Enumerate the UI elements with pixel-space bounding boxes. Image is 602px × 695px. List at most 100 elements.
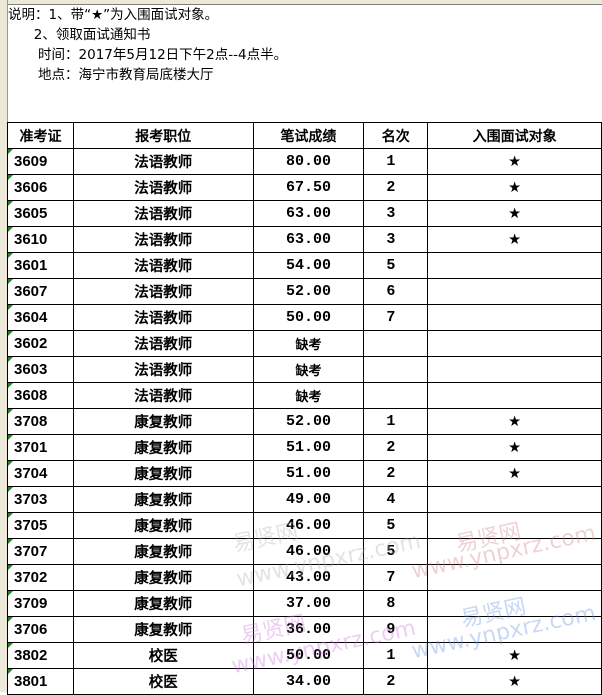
cell-position[interactable]: 法语教师 [72,174,254,201]
cell-score[interactable]: 缺考 [252,330,365,357]
star-icon[interactable]: ★ [427,668,602,695]
cell-interview[interactable] [427,356,602,383]
star-icon[interactable]: ★ [427,434,602,461]
star-icon[interactable]: ★ [427,642,602,669]
cell-id[interactable]: 3801 [7,668,74,695]
cell-id[interactable]: 3601 [7,252,74,279]
cell-position[interactable]: 康复教师 [72,616,254,643]
cell-rank[interactable]: 2 [363,174,429,201]
star-icon[interactable]: ★ [427,148,602,175]
header-score[interactable]: 笔试成绩 [252,122,365,149]
cell-rank[interactable] [363,330,429,357]
cell-id[interactable]: 3704 [7,460,74,487]
cell-position[interactable]: 康复教师 [72,408,254,435]
cell-interview[interactable] [427,252,602,279]
cell-id[interactable]: 3802 [7,642,74,669]
cell-position[interactable]: 康复教师 [72,486,254,513]
cell-position[interactable]: 法语教师 [72,304,254,331]
star-icon[interactable]: ★ [427,174,602,201]
cell-position[interactable]: 康复教师 [72,512,254,539]
cell-rank[interactable]: 9 [363,616,429,643]
cell-interview[interactable] [427,278,602,305]
cell-rank[interactable]: 8 [363,590,429,617]
cell-position[interactable]: 康复教师 [72,538,254,565]
cell-score[interactable]: 43.00 [252,564,365,591]
cell-interview[interactable] [427,382,602,409]
cell-position[interactable]: 校医 [72,642,254,669]
cell-score[interactable]: 36.00 [252,616,365,643]
header-position[interactable]: 报考职位 [72,122,254,149]
cell-rank[interactable]: 7 [363,304,429,331]
cell-rank[interactable]: 1 [363,642,429,669]
cell-id[interactable]: 3703 [7,486,74,513]
cell-position[interactable]: 法语教师 [72,252,254,279]
cell-score[interactable]: 63.00 [252,226,365,253]
cell-id[interactable]: 3706 [7,616,74,643]
cell-score[interactable]: 37.00 [252,590,365,617]
cell-score[interactable]: 34.00 [252,668,365,695]
cell-position[interactable]: 法语教师 [72,382,254,409]
cell-id[interactable]: 3604 [7,304,74,331]
cell-interview[interactable] [427,564,602,591]
cell-rank[interactable]: 2 [363,668,429,695]
cell-id[interactable]: 3607 [7,278,74,305]
cell-score[interactable]: 缺考 [252,382,365,409]
star-icon[interactable]: ★ [427,200,602,227]
cell-position[interactable]: 法语教师 [72,200,254,227]
cell-interview[interactable] [427,590,602,617]
cell-score[interactable]: 49.00 [252,486,365,513]
cell-score[interactable]: 46.00 [252,512,365,539]
cell-position[interactable]: 康复教师 [72,590,254,617]
cell-interview[interactable] [427,330,602,357]
cell-rank[interactable]: 5 [363,252,429,279]
cell-interview[interactable] [427,486,602,513]
cell-score[interactable]: 50.00 [252,304,365,331]
cell-rank[interactable]: 5 [363,512,429,539]
cell-position[interactable]: 法语教师 [72,226,254,253]
cell-rank[interactable]: 7 [363,564,429,591]
cell-score[interactable]: 67.50 [252,174,365,201]
header-id[interactable]: 准考证 [7,122,74,149]
cell-score[interactable]: 51.00 [252,460,365,487]
cell-score[interactable]: 缺考 [252,356,365,383]
cell-rank[interactable]: 2 [363,434,429,461]
cell-id[interactable]: 3602 [7,330,74,357]
cell-rank[interactable]: 5 [363,538,429,565]
cell-interview[interactable] [427,304,602,331]
cell-position[interactable]: 法语教师 [72,330,254,357]
cell-rank[interactable]: 3 [363,200,429,227]
cell-score[interactable]: 51.00 [252,434,365,461]
star-icon[interactable]: ★ [427,460,602,487]
cell-rank[interactable]: 2 [363,460,429,487]
cell-position[interactable]: 法语教师 [72,278,254,305]
cell-position[interactable]: 校医 [72,668,254,695]
cell-score[interactable]: 52.00 [252,278,365,305]
cell-id[interactable]: 3605 [7,200,74,227]
cell-id[interactable]: 3606 [7,174,74,201]
cell-position[interactable]: 康复教师 [72,564,254,591]
cell-position[interactable]: 康复教师 [72,434,254,461]
star-icon[interactable]: ★ [427,408,602,435]
cell-score[interactable]: 46.00 [252,538,365,565]
cell-id[interactable]: 3702 [7,564,74,591]
cell-id[interactable]: 3707 [7,538,74,565]
cell-id[interactable]: 3603 [7,356,74,383]
cell-score[interactable]: 63.00 [252,200,365,227]
cell-rank[interactable]: 3 [363,226,429,253]
cell-rank[interactable] [363,382,429,409]
cell-position[interactable]: 法语教师 [72,148,254,175]
cell-id[interactable]: 3708 [7,408,74,435]
cell-rank[interactable]: 4 [363,486,429,513]
cell-position[interactable]: 康复教师 [72,460,254,487]
cell-id[interactable]: 3709 [7,590,74,617]
cell-id[interactable]: 3705 [7,512,74,539]
cell-score[interactable]: 52.00 [252,408,365,435]
header-rank[interactable]: 名次 [363,122,429,149]
cell-id[interactable]: 3610 [7,226,74,253]
cell-rank[interactable]: 1 [363,148,429,175]
cell-score[interactable]: 80.00 [252,148,365,175]
cell-id[interactable]: 3701 [7,434,74,461]
cell-interview[interactable] [427,538,602,565]
star-icon[interactable]: ★ [427,226,602,253]
cell-rank[interactable]: 6 [363,278,429,305]
